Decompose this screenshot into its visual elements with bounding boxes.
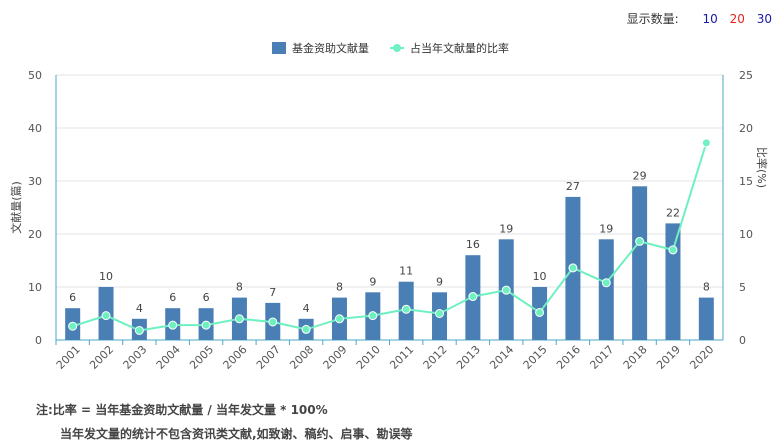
ratio-point <box>301 324 311 334</box>
ratio-point <box>435 309 445 318</box>
ratio-point <box>234 314 244 324</box>
x-tick-label: 2019 <box>654 343 683 372</box>
bar-data-label: 27 <box>566 180 580 193</box>
bar-data-label: 7 <box>269 286 276 299</box>
bar-data-label: 6 <box>203 291 210 304</box>
x-tick-label: 2006 <box>221 343 250 372</box>
ratio-point <box>468 292 478 302</box>
bar-data-label: 22 <box>666 206 680 219</box>
note-ratio-definition: 注:比率 = 当年基金资助文献量 / 当年发文量 * 100% <box>36 403 328 417</box>
y-tick-label: 20 <box>28 228 42 241</box>
x-tick-label: 2013 <box>454 343 483 372</box>
y-tick-label: 10 <box>28 281 42 294</box>
ratio-point <box>601 278 611 288</box>
bar-data-label: 19 <box>499 222 513 235</box>
x-tick-label: 2016 <box>554 343 583 372</box>
bar-data-label: 16 <box>466 238 480 251</box>
y2-tick-label: 15 <box>739 175 753 188</box>
ratio-point <box>68 321 78 331</box>
bar-data-label: 10 <box>533 270 547 283</box>
ratio-point <box>201 320 211 330</box>
bar-data-label: 9 <box>436 275 443 288</box>
x-tick-label: 2002 <box>87 343 116 372</box>
x-tick-label: 2008 <box>287 343 316 372</box>
x-tick-label: 2009 <box>321 343 350 372</box>
x-tick-label: 2017 <box>587 343 616 372</box>
display-count-label: 显示数量: <box>626 12 679 26</box>
ratio-point <box>134 325 144 335</box>
x-tick-label: 2015 <box>521 343 550 372</box>
display-count-option-30[interactable]: 30 <box>756 12 772 26</box>
legend-line-marker <box>393 44 401 52</box>
legend-bar-label: 基金资助文献量 <box>292 41 369 55</box>
note-count-exclusion: 当年发文量的统计不包含资讯类文献,如致谢、稿约、启事、勘误等 <box>60 427 413 441</box>
ratio-line <box>72 142 708 332</box>
bar-data-label: 4 <box>303 302 310 315</box>
ratio-point <box>268 317 278 327</box>
x-tick-label: 2018 <box>621 343 650 372</box>
bar-data-label: 6 <box>169 291 176 304</box>
ratio-point <box>101 311 111 321</box>
bar-data-label: 8 <box>703 281 710 294</box>
display-count-selector: 显示数量: 10 20 30 <box>627 10 772 27</box>
y-tick-label: 50 <box>28 69 42 82</box>
display-count-option-20[interactable]: 20 <box>729 12 745 26</box>
y2-tick-label: 0 <box>739 334 746 347</box>
bar-data-label: 8 <box>336 281 343 294</box>
ratio-point <box>168 320 178 330</box>
ratio-point <box>568 263 578 273</box>
bar <box>632 186 648 340</box>
ratio-point <box>701 138 711 148</box>
x-tick-label: 2020 <box>687 343 716 372</box>
x-tick-label: 2004 <box>154 343 183 372</box>
bar-data-label: 10 <box>99 270 113 283</box>
bar-data-label: 19 <box>599 222 613 235</box>
ratio-point <box>668 245 678 255</box>
legend-bar-swatch <box>272 42 286 54</box>
ratio-point <box>401 304 411 314</box>
ratio-point <box>535 307 545 317</box>
bar-data-label: 4 <box>136 302 143 315</box>
bar-data-label: 9 <box>369 275 376 288</box>
y-tick-label: 40 <box>28 122 42 135</box>
bar-data-label: 11 <box>399 265 413 278</box>
bar-data-label: 8 <box>236 281 243 294</box>
ratio-point <box>368 311 378 321</box>
y2-tick-label: 10 <box>739 228 753 241</box>
y2-tick-label: 25 <box>739 69 753 82</box>
x-tick-label: 2003 <box>121 343 150 372</box>
x-tick-label: 2014 <box>487 343 516 372</box>
bar <box>665 223 681 340</box>
y-axis-title: 文献量(篇) <box>9 181 23 234</box>
y-tick-label: 0 <box>35 334 42 347</box>
legend-line-label: 占当年文献量的比率 <box>410 41 509 55</box>
y2-axis-title: 比率(%) <box>755 147 769 188</box>
ratio-point <box>334 314 344 324</box>
bar-data-label: 6 <box>69 291 76 304</box>
x-tick-label: 2001 <box>54 343 83 372</box>
x-tick-label: 2011 <box>387 343 416 372</box>
x-tick-label: 2010 <box>354 343 383 372</box>
ratio-point <box>635 236 645 246</box>
bar-data-label: 29 <box>633 169 647 182</box>
y-tick-label: 30 <box>28 175 42 188</box>
y2-tick-label: 5 <box>739 281 746 294</box>
x-tick-label: 2005 <box>187 343 216 372</box>
bar <box>698 297 714 340</box>
display-count-option-10[interactable]: 10 <box>702 12 718 26</box>
bar <box>598 239 614 340</box>
x-tick-label: 2012 <box>421 343 450 372</box>
x-tick-label: 2007 <box>254 343 283 372</box>
y2-tick-label: 20 <box>739 122 753 135</box>
ratio-point <box>501 285 511 295</box>
